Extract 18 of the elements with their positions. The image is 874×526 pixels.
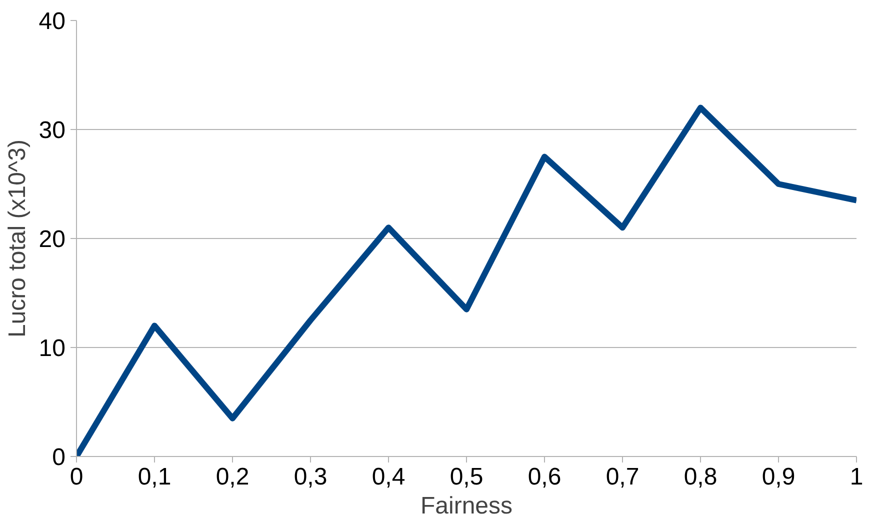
y-tick-label: 40 — [38, 8, 66, 35]
y-tick-label: 10 — [38, 335, 66, 362]
x-tick-label: 0,4 — [372, 464, 406, 490]
y-tick-label: 20 — [38, 226, 66, 253]
x-axis-title: Fairness — [420, 492, 513, 520]
x-tick-label: 0,3 — [294, 464, 328, 490]
x-tick-label: 0,1 — [138, 464, 172, 490]
y-tick-label: 0 — [52, 444, 66, 471]
x-tick-label: 0,8 — [684, 464, 718, 490]
y-axis-title: Lucro total (x10^3) — [4, 139, 31, 338]
x-tick-label: 0,5 — [450, 464, 484, 490]
x-tick-label: 1 — [850, 464, 864, 490]
x-tick-label: 0,2 — [216, 464, 250, 490]
y-tick-label: 30 — [38, 117, 66, 144]
x-tick-label: 0,9 — [762, 464, 796, 490]
x-tick-label: 0,6 — [528, 464, 562, 490]
x-tick-label: 0 — [70, 464, 84, 490]
x-tick-label: 0,7 — [606, 464, 640, 490]
